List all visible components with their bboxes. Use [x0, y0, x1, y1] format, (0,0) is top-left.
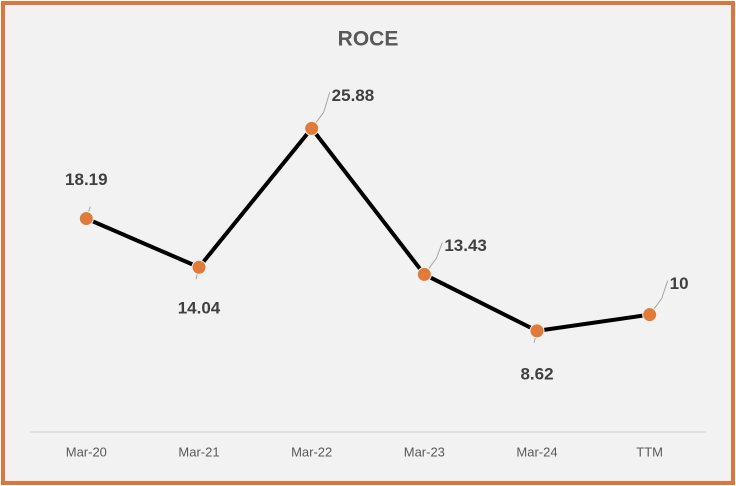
data-label: 18.19: [65, 170, 108, 189]
x-tick-label: Mar-20: [66, 444, 107, 459]
line: [85, 126, 650, 333]
marker: [191, 259, 207, 275]
x-tick-label: Mar-21: [178, 444, 219, 459]
data-label: 8.62: [520, 364, 553, 383]
marker: [529, 323, 545, 339]
data-label: 25.88: [332, 86, 375, 105]
x-tick-label: Mar-22: [291, 444, 332, 459]
marker: [78, 211, 94, 227]
marker: [416, 266, 432, 282]
x-tick-label: TTM: [636, 444, 663, 459]
data-label: 14.04: [178, 299, 221, 318]
data-label: 13.43: [444, 236, 487, 255]
marker: [642, 307, 658, 323]
x-tick-label: Mar-23: [404, 444, 445, 459]
chart-title: ROCE: [338, 28, 399, 51]
data-label: 10: [670, 274, 689, 293]
marker: [304, 120, 320, 136]
x-tick-label: Mar-24: [516, 444, 557, 459]
